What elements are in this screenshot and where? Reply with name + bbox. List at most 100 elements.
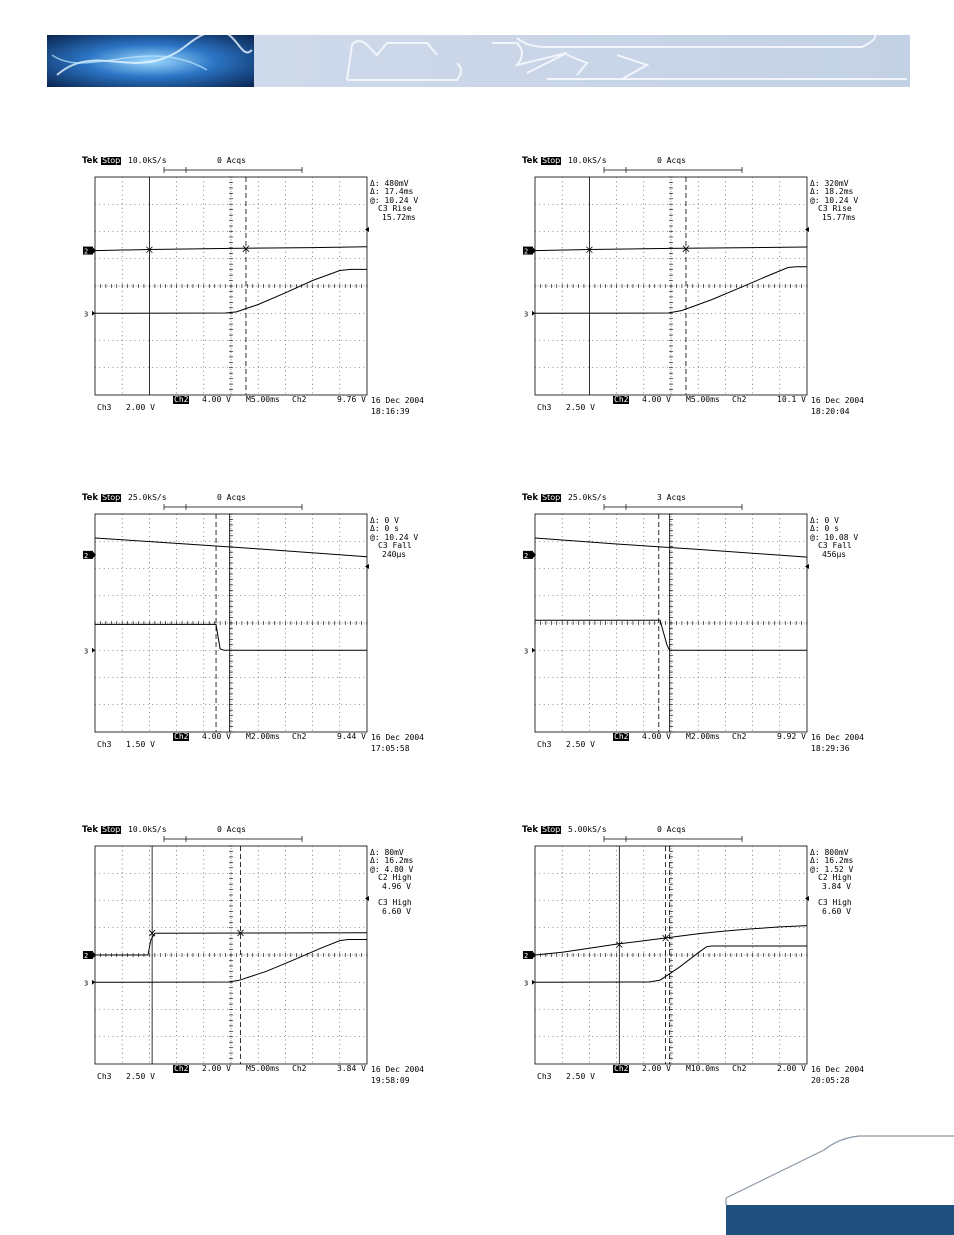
trace-ch2 bbox=[95, 932, 368, 956]
brand-label: Tek bbox=[82, 825, 99, 835]
brand-label: Tek bbox=[522, 493, 539, 503]
ch2-marker-label: 2 bbox=[84, 248, 88, 256]
status-badge: Stop bbox=[101, 156, 122, 165]
ch3-label: Ch3 bbox=[97, 1072, 112, 1081]
trigger-level: 2.00 V bbox=[777, 1064, 806, 1073]
sample-rate: 10.0kS/s bbox=[128, 825, 167, 834]
ch3-marker-arrow bbox=[92, 979, 95, 985]
measurement-readout: Δ: 80mV bbox=[370, 848, 404, 857]
capture-date: 16 Dec 2004 bbox=[811, 1065, 864, 1074]
measurement-readout: Δ: 18.2ms bbox=[810, 187, 854, 197]
trace-ch2 bbox=[534, 246, 808, 252]
timebase: M2.00ms bbox=[686, 732, 720, 741]
ch3-scale: 2.00 V bbox=[126, 403, 155, 412]
trigger-source: Ch2 bbox=[292, 732, 307, 741]
ch2-label: Ch2 bbox=[613, 395, 630, 404]
ch3-marker-label: 3 bbox=[524, 647, 528, 655]
capture-time: 18:20:04 bbox=[811, 407, 850, 416]
ch2-marker-label: 2 bbox=[524, 952, 528, 960]
record-bar bbox=[163, 167, 303, 173]
graticule-center-axes bbox=[94, 845, 368, 1065]
measurement-readout: Δ: 0 s bbox=[810, 524, 839, 534]
ch2-scale: 4.00 V bbox=[202, 732, 231, 741]
capture-time: 19:58:09 bbox=[371, 1076, 410, 1085]
ch2-marker-arrow bbox=[93, 551, 96, 558]
trigger-level-marker bbox=[365, 896, 369, 901]
trace-ch2 bbox=[94, 246, 368, 252]
timebase: M5.00ms bbox=[686, 395, 720, 404]
ch2-scale: 4.00 V bbox=[642, 395, 671, 404]
ch3-label: Ch3 bbox=[97, 403, 112, 412]
ch2-marker bbox=[83, 951, 93, 959]
header-banner bbox=[47, 35, 910, 87]
capture-date: 16 Dec 2004 bbox=[811, 733, 864, 742]
brand-label: Tek bbox=[522, 156, 539, 166]
measurement-readout: Δ: 800mV bbox=[810, 848, 849, 857]
capture-time: 18:16:39 bbox=[371, 407, 410, 416]
acquisition-count: 3 Acqs bbox=[657, 493, 686, 502]
ch3-scale: 2.50 V bbox=[566, 403, 595, 412]
ch3-label: Ch3 bbox=[537, 1072, 552, 1081]
sample-rate: 10.0kS/s bbox=[128, 156, 167, 165]
trigger-source: Ch2 bbox=[732, 395, 747, 404]
trigger-source: Ch2 bbox=[732, 1064, 747, 1073]
ch3-scale: 2.50 V bbox=[566, 740, 595, 749]
sample-rate: 10.0kS/s bbox=[568, 156, 607, 165]
ch2-marker bbox=[83, 246, 93, 255]
measurement-readout: C3 High bbox=[378, 898, 412, 908]
timebase: M5.00ms bbox=[246, 395, 280, 404]
status-badge: Stop bbox=[101, 493, 122, 502]
ch3-marker-label: 3 bbox=[524, 979, 528, 987]
trigger-level: 9.76 V bbox=[337, 395, 366, 404]
graticule-center-axes bbox=[94, 176, 368, 396]
trace-ch3 bbox=[534, 266, 807, 314]
measurement-readout: 6.60 V bbox=[382, 906, 411, 916]
ch3-marker-label: 3 bbox=[84, 310, 88, 318]
trigger-level: 3.84 V bbox=[337, 1064, 366, 1073]
ch2-label: Ch2 bbox=[613, 1064, 630, 1073]
trace-ch2 bbox=[534, 925, 808, 956]
measurement-readout: C2 High bbox=[818, 873, 852, 883]
ch2-marker-arrow bbox=[93, 952, 96, 958]
ch2-marker bbox=[83, 550, 93, 559]
scope-plot: 23 bbox=[523, 504, 809, 733]
trace-ch2 bbox=[94, 537, 368, 558]
measurement-readout: Δ: 16.2ms bbox=[810, 856, 854, 866]
ch3-marker-label: 3 bbox=[84, 647, 88, 655]
ch2-scale: 4.00 V bbox=[202, 395, 231, 404]
scope-panel-6: 2 3 Tek Stop 5.00kS/s 0 Acqs Δ: 800mV Δ: 16.2ms… bbox=[520, 824, 880, 1089]
measurement-readout: Δ: 0 s bbox=[370, 524, 399, 534]
ch2-marker bbox=[523, 246, 533, 255]
ch2-marker bbox=[523, 951, 533, 959]
cursor-mark bbox=[586, 246, 593, 254]
measurement-readout: @: 10.24 V bbox=[370, 195, 419, 205]
ch2-scale: 2.00 V bbox=[642, 1064, 671, 1073]
trigger-level-marker bbox=[805, 227, 809, 232]
capture-date: 16 Dec 2004 bbox=[371, 733, 424, 742]
record-bar bbox=[603, 836, 743, 842]
status-badge: Stop bbox=[541, 156, 562, 165]
measurement-readout: C2 High bbox=[378, 873, 412, 883]
record-bar bbox=[603, 167, 743, 173]
trace-ch3 bbox=[534, 945, 807, 983]
trigger-level-marker bbox=[365, 227, 369, 232]
timebase: M10.0ms bbox=[686, 1064, 720, 1073]
timebase: M5.00ms bbox=[246, 1064, 280, 1073]
scope-panel-2: 2 3 Tek Stop 10.0kS/s 0 Acqs Δ: 320mV Δ: 18.2ms… bbox=[520, 155, 880, 420]
measurement-readout: Δ: 17.4ms bbox=[370, 187, 414, 197]
measurement-readout: 3.84 V bbox=[822, 881, 851, 891]
ch3-label: Ch3 bbox=[537, 403, 552, 412]
cursor-mark bbox=[616, 941, 623, 948]
ch2-marker-arrow bbox=[93, 247, 96, 254]
ch2-scale: 2.00 V bbox=[202, 1064, 231, 1073]
scope-plot: 23 bbox=[523, 167, 809, 396]
measurement-readout: @: 10.08 V bbox=[810, 532, 859, 542]
record-bar bbox=[163, 504, 303, 510]
brand-label: Tek bbox=[522, 825, 539, 835]
acquisition-count: 0 Acqs bbox=[217, 156, 246, 165]
cursor-mark bbox=[242, 245, 250, 252]
trigger-source: Ch2 bbox=[292, 395, 307, 404]
measurement-readout: 456μs bbox=[822, 549, 847, 559]
measurement-readout: C3 Fall bbox=[818, 541, 852, 551]
ch3-marker-arrow bbox=[532, 979, 535, 985]
